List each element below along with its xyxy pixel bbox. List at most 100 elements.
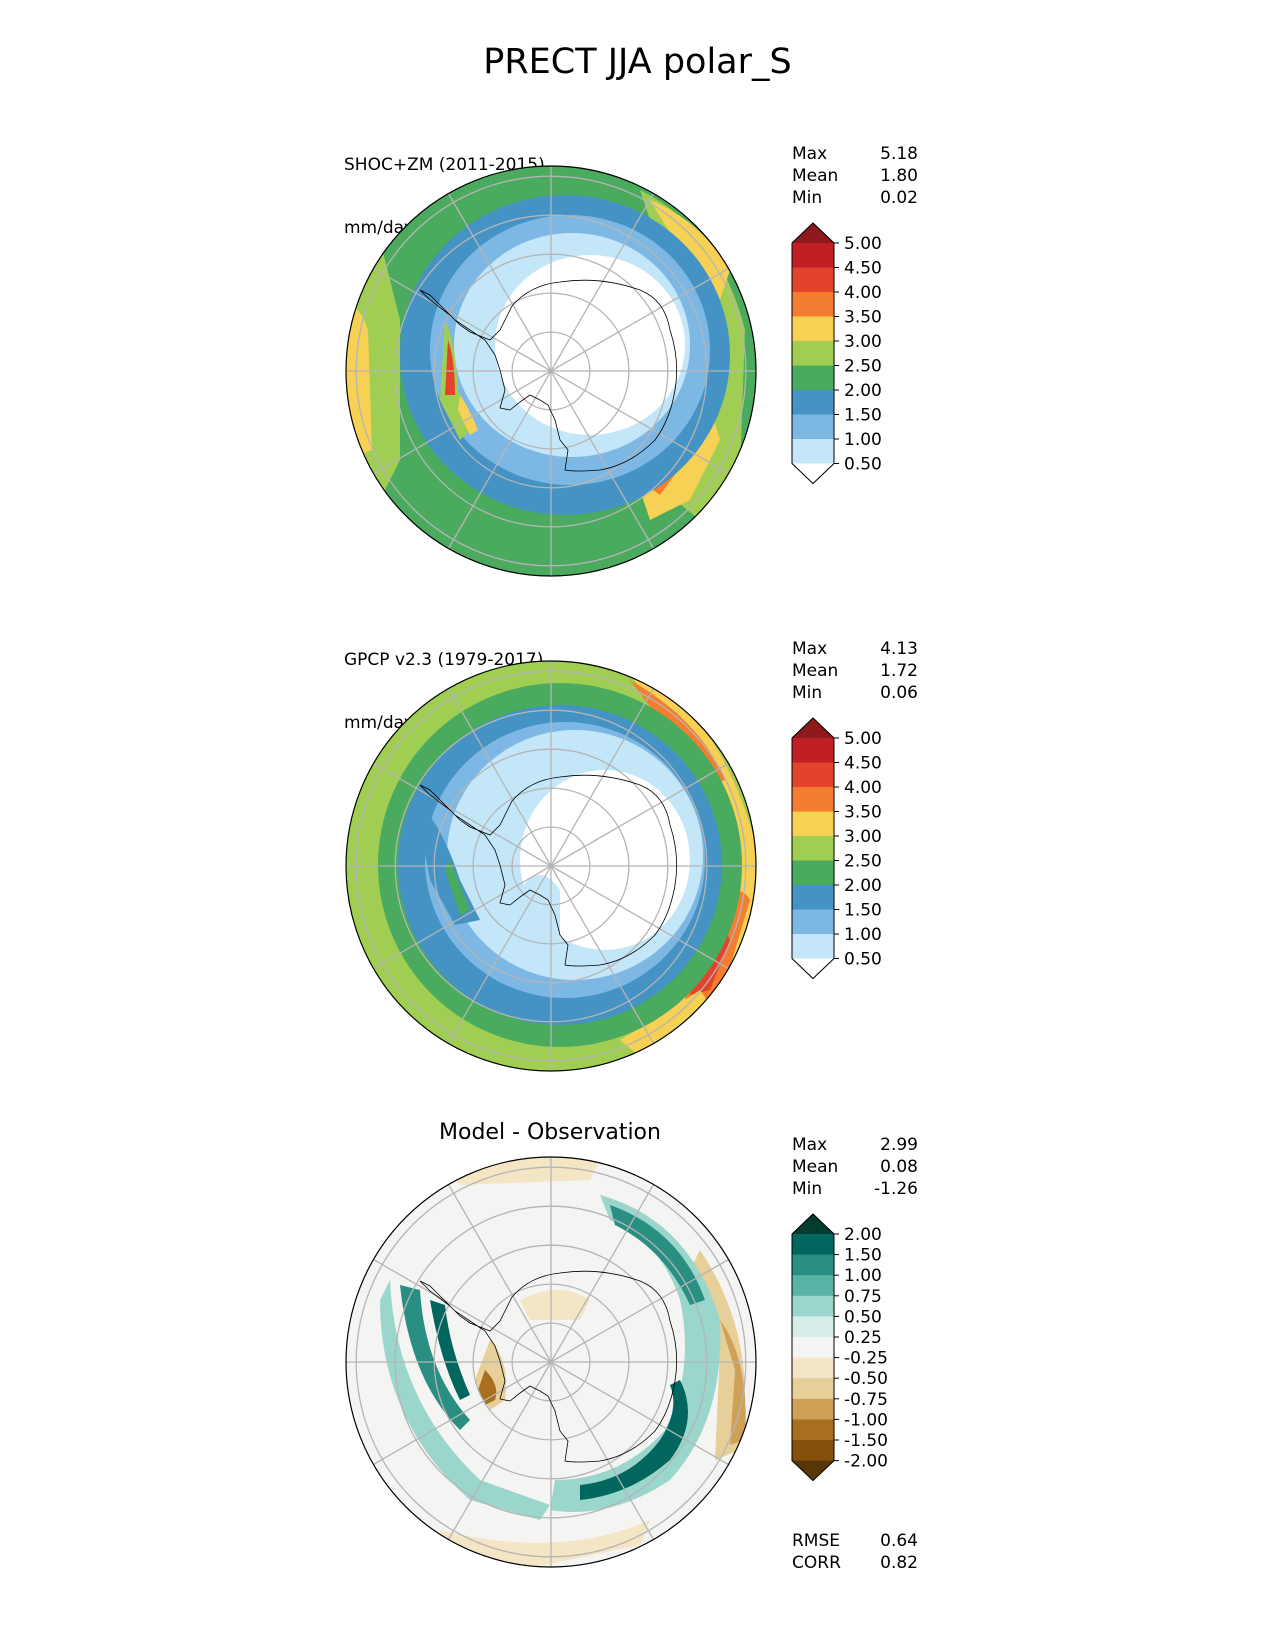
map-band: [520, 875, 560, 940]
meridian-gridline: [373, 1258, 552, 1363]
map-band: [580, 1380, 688, 1500]
antarctica-coastline: [419, 774, 678, 967]
meridian-gridline: [550, 1361, 655, 1540]
map-band: [520, 770, 690, 950]
colorbar-tick-label: -0.25: [844, 1349, 888, 1369]
stat-row-min: Min -1.26: [792, 1178, 918, 1200]
panel2-stats: Max 4.13 Mean 1.72 Min 0.06: [792, 638, 918, 704]
meridian-gridline: [447, 1361, 552, 1540]
stat-row-max: Max 4.13: [792, 638, 918, 660]
stat-row-max: Max 5.18: [792, 143, 918, 165]
stat-row-mean: Mean 1.72: [792, 660, 918, 682]
stat-label: Mean: [792, 1157, 839, 1177]
colorbar-tick-label: 2.00: [844, 1225, 882, 1245]
observation-colorbar: 5.00 4.50 4.00 3.50 3.00 2.50 2.00 1.50 1.00 0.50: [791, 717, 882, 980]
colorbar-tick-label: 3.50: [844, 803, 882, 823]
stat-label: Mean: [792, 166, 839, 186]
map-boundary: [345, 1156, 757, 1568]
figure-title: PRECT JJA polar_S: [483, 42, 792, 82]
meridian-gridline: [550, 1184, 655, 1363]
colorbar-segment: [792, 292, 834, 317]
meridian-gridline: [550, 688, 655, 867]
meridian-gridline: [550, 267, 729, 372]
meridian-gridline: [550, 193, 655, 372]
colorbar-extend-top: [792, 223, 834, 243]
colorbar-segment: [792, 341, 834, 366]
stat-label: Min: [792, 1179, 823, 1199]
colorbar-tick-label: 1.00: [844, 430, 882, 450]
colorbar-tick-label: 2.00: [844, 381, 882, 401]
colorbar-segment: [792, 439, 834, 464]
antarctica-coastline: [419, 1270, 678, 1463]
stat-value: -1.26: [874, 1179, 918, 1199]
colorbar-tick-label: 4.50: [844, 259, 882, 279]
meridian-gridline: [373, 370, 552, 475]
colorbar-extend-top: [792, 718, 834, 738]
stat-label: Max: [792, 639, 828, 659]
antarctica-coastline: [419, 279, 678, 472]
panel3-metrics: RMSE 0.64 CORR 0.82: [792, 1530, 918, 1574]
map-band: [495, 255, 685, 435]
meridian-gridline: [373, 762, 552, 867]
colorbar-segment: [792, 909, 834, 935]
map-band: [650, 200, 730, 300]
map-band: [400, 1285, 470, 1430]
meridian-gridline: [373, 1361, 552, 1466]
colorbar-tick-label: 2.50: [844, 852, 882, 872]
colorbar-segment: [792, 885, 834, 910]
observation-map-gridlines: [346, 661, 756, 1071]
map-band: [445, 860, 470, 915]
colorbar-tick-label: 1.00: [844, 1266, 882, 1286]
meridian-gridline: [550, 865, 655, 1044]
colorbar-segment: [792, 787, 834, 812]
colorbar-tick-label: 5.00: [844, 729, 882, 749]
colorbar-tick-label: -0.75: [844, 1390, 888, 1410]
stat-value: 0.02: [880, 188, 918, 208]
meridian-gridline: [447, 688, 552, 867]
map-band: [520, 1290, 590, 1320]
meridian-gridline: [373, 865, 552, 970]
colorbar-segment: [792, 1440, 834, 1462]
colorbar-tick-label: -1.50: [844, 1431, 888, 1451]
meridian-gridline: [550, 762, 729, 867]
colorbar-tick-label: 3.00: [844, 332, 882, 352]
map-band: [445, 340, 455, 395]
stat-row-mean: Mean 1.80: [792, 165, 918, 187]
colorbar-segment: [792, 1254, 834, 1276]
meridian-gridline: [447, 193, 552, 372]
colorbar-extend-bottom: [792, 1460, 834, 1481]
stat-row-min: Min 0.02: [792, 187, 918, 209]
colorbar-segment: [792, 1419, 834, 1441]
colorbar-segment: [792, 1316, 834, 1338]
panel1-units-label: mm/day: [344, 218, 415, 238]
colorbar-segment: [792, 365, 834, 391]
colorbar-tick-label: 3.00: [844, 827, 882, 847]
colorbar-tick-label: 1.50: [844, 901, 882, 921]
colorbar-segment: [792, 1275, 834, 1297]
colorbar-segment: [792, 390, 834, 415]
colorbar-tick-label: -2.00: [844, 1452, 888, 1472]
colorbar-segment: [792, 267, 834, 293]
panel3-stats: Max 2.99 Mean 0.08 Min -1.26: [792, 1134, 918, 1200]
stat-label: Mean: [792, 661, 839, 681]
metric-value: 0.64: [880, 1531, 918, 1551]
stat-label: Min: [792, 683, 823, 703]
meridian-gridline: [447, 370, 552, 549]
colorbar-segment: [792, 1398, 834, 1420]
colorbar-tick-label: 5.00: [844, 234, 882, 254]
panel1-subtitle: SHOC+ZM (2011-2015) mm/day: [344, 113, 545, 260]
stat-value: 4.13: [880, 639, 918, 659]
colorbar-segment: [792, 1337, 834, 1359]
colorbar-tick-label: 4.00: [844, 778, 882, 798]
colorbar-segment: [792, 1295, 834, 1317]
metric-value: 0.82: [880, 1553, 918, 1573]
model-colorbar: 5.00 4.50 4.00 3.50 3.00 2.50 2.00 1.50 1.00 0.50: [791, 222, 882, 485]
meridian-gridline: [373, 267, 552, 372]
stat-label: Max: [792, 1135, 828, 1155]
colorbar-tick-label: 0.25: [844, 1328, 882, 1348]
stat-value: 2.99: [880, 1135, 918, 1155]
meridian-gridline: [550, 1258, 729, 1363]
meridian-gridline: [447, 865, 552, 1044]
colorbar-tick-label: 1.50: [844, 1246, 882, 1266]
